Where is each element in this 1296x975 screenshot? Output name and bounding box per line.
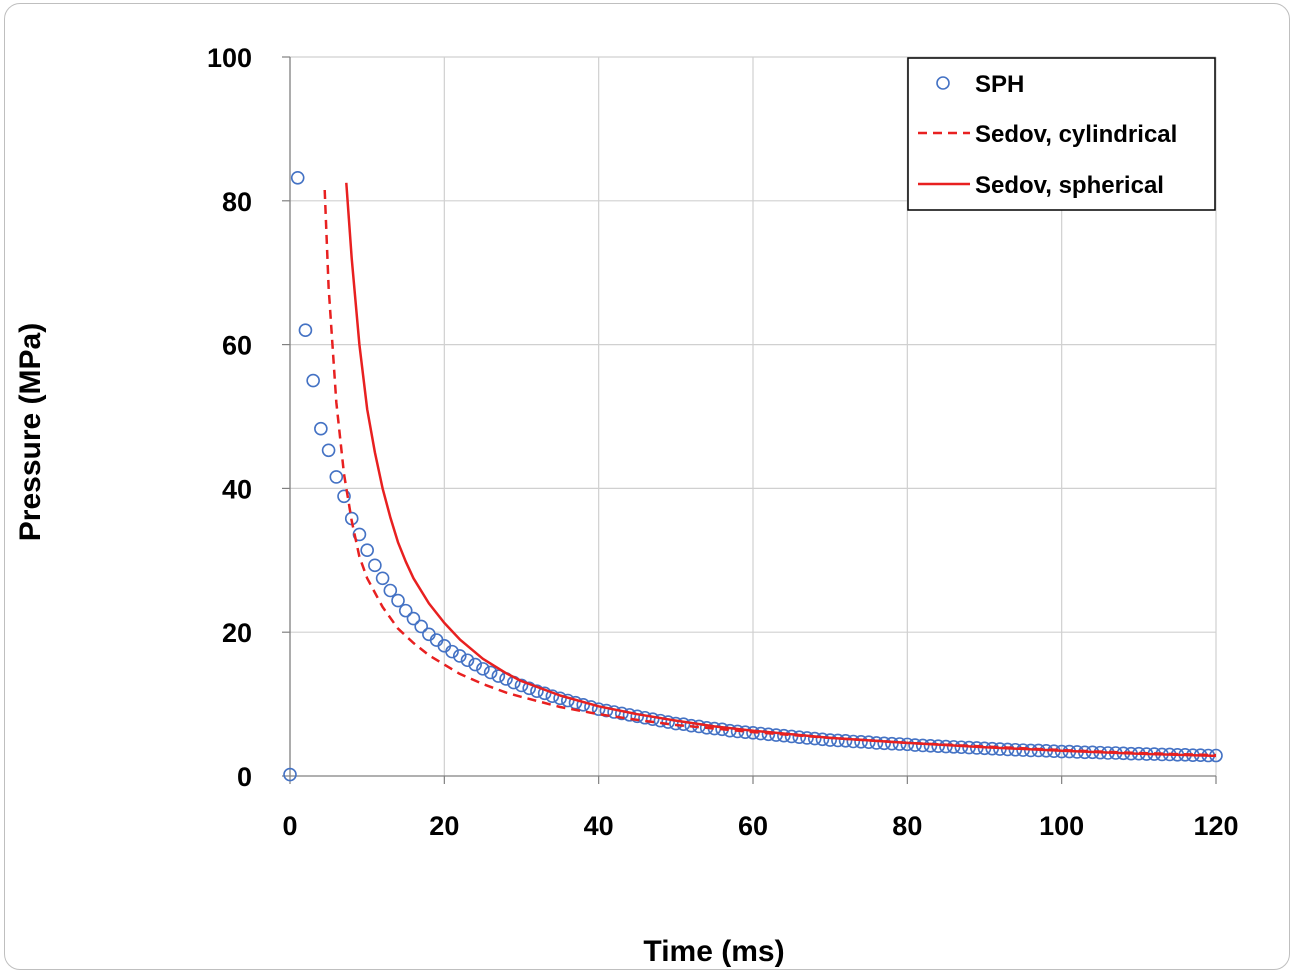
- sph-data-point: [368, 558, 382, 573]
- x-tick-label: 120: [1193, 811, 1238, 841]
- legend-sph-marker: [936, 76, 950, 90]
- sph-data-point: [306, 373, 320, 388]
- sph-data-point: [915, 738, 930, 753]
- sph-data-point: [452, 649, 467, 663]
- sph-data-point: [607, 705, 621, 719]
- sph-data-point: [908, 738, 922, 752]
- x-tick-label: 0: [282, 811, 297, 841]
- sph-data-point: [877, 736, 891, 751]
- sph-data-point: [846, 734, 861, 749]
- y-tick-label: 60: [222, 331, 252, 361]
- y-tick-label: 20: [222, 618, 252, 648]
- x-axis-title: Time (ms): [643, 935, 784, 968]
- sph-data-point: [383, 583, 398, 598]
- sph-data-point: [537, 686, 552, 701]
- sph-data-point: [815, 732, 830, 747]
- series-group: [283, 170, 1223, 782]
- legend-cylindrical-label: Sedov, cylindrical: [975, 121, 1177, 148]
- y-tick-label: 0: [237, 762, 252, 792]
- sph-data-point: [391, 593, 405, 608]
- sph-data-point: [530, 684, 544, 698]
- sph-data-point: [653, 713, 668, 728]
- sph-data-point: [314, 421, 328, 436]
- y-tick-label: 80: [222, 187, 252, 217]
- sph-data-point: [869, 736, 884, 750]
- x-tick-labels: 0 20 40 60 80 100 120: [282, 811, 1238, 841]
- sph-data-point: [514, 678, 529, 693]
- sph-data-point: [445, 644, 459, 659]
- y-tick-label: 100: [207, 43, 252, 73]
- sph-data-point: [823, 733, 837, 747]
- x-tick-label: 80: [892, 811, 922, 841]
- sph-data-point: [414, 619, 428, 634]
- sph-data-point: [854, 735, 868, 749]
- sph-data-point: [591, 702, 606, 716]
- sph-data-point: [761, 727, 776, 742]
- sph-data-point: [792, 730, 807, 744]
- legend-sph-label: SPH: [975, 71, 1024, 98]
- x-tick-label: 40: [584, 811, 614, 841]
- sph-data-point: [545, 689, 560, 703]
- sph-data-point: [406, 611, 421, 626]
- legend: SPH Sedov, cylindrical Sedov, spherical: [907, 57, 1216, 211]
- sph-data-point: [460, 653, 475, 668]
- sph-data-point: [638, 710, 652, 725]
- sph-data-point: [483, 665, 498, 680]
- series-line-sedov-cylindrical: [323, 189, 1217, 757]
- sph-data-point: [684, 718, 699, 733]
- sph-data-point: [923, 739, 938, 753]
- sph-data-point: [476, 662, 490, 676]
- sph-data-point: [807, 731, 822, 746]
- sph-data-point: [360, 543, 374, 558]
- sph-data-point: [746, 726, 760, 740]
- sph-data-point: [861, 735, 876, 750]
- y-axis-title: Pressure (MPa): [14, 323, 47, 541]
- sph-data-point: [885, 736, 899, 751]
- sph-data-point: [468, 657, 483, 672]
- sph-data-point: [838, 733, 853, 748]
- sph-data-point: [298, 323, 313, 338]
- sph-data-point: [777, 728, 791, 743]
- x-tick-label: 100: [1039, 811, 1084, 841]
- x-tick-label: 20: [429, 811, 459, 841]
- sph-data-point: [321, 443, 336, 458]
- sph-data-point: [645, 712, 660, 726]
- y-tick-labels: 0 20 40 60 80 100: [207, 43, 252, 792]
- sph-data-point: [522, 681, 537, 696]
- sph-data-point: [290, 170, 305, 185]
- x-tick-label: 60: [738, 811, 768, 841]
- sph-data-point: [283, 767, 297, 782]
- axes: [282, 56, 1217, 784]
- y-tick-label: 40: [222, 474, 252, 504]
- sph-data-point: [337, 489, 351, 504]
- sph-data-point: [398, 603, 413, 618]
- sph-data-point: [491, 669, 506, 683]
- legend-spherical-label: Sedov, spherical: [975, 172, 1164, 199]
- sph-data-point: [669, 716, 683, 731]
- series-line-sedov-spherical: [345, 182, 1217, 758]
- sph-data-point: [831, 733, 845, 748]
- sph-data-point: [375, 571, 390, 586]
- sph-data-point: [329, 470, 344, 484]
- sph-data-point: [800, 731, 814, 745]
